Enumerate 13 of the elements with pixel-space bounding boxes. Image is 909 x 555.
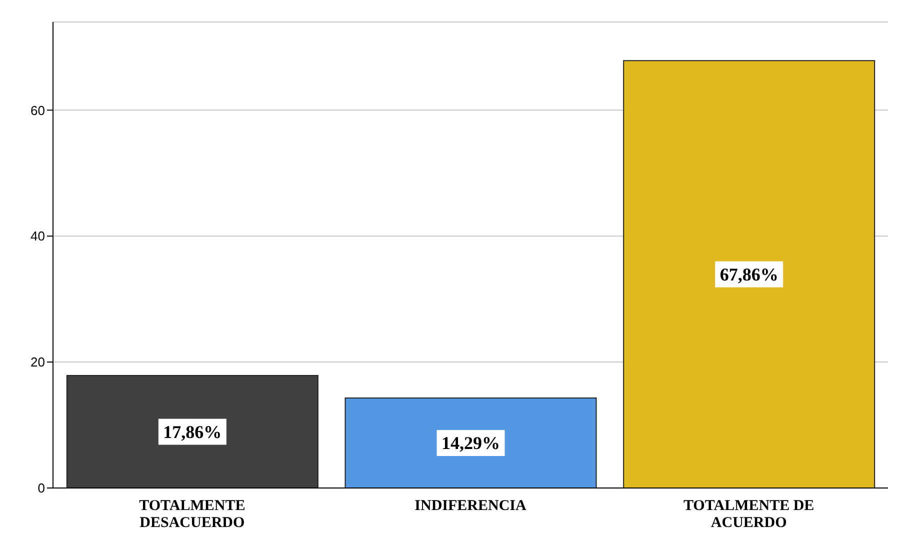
x-tick-label: TOTALMENTE DESACUERDO	[139, 498, 246, 531]
x-tick-label: TOTALMENTE DE ACUERDO	[683, 498, 814, 531]
y-tick-label: 0	[38, 480, 45, 496]
y-tick-label: 40	[30, 228, 45, 244]
bar	[66, 375, 318, 488]
x-tick-label: INDIFERENCIA	[414, 498, 527, 514]
data-label: 67,86%	[720, 264, 778, 284]
data-label: 14,29%	[442, 433, 500, 454]
bar	[344, 398, 597, 488]
y-tick-label: 20	[30, 354, 45, 370]
y-tick-label: 60	[30, 102, 45, 118]
data-label: 17,86%	[163, 422, 222, 442]
bar	[623, 60, 876, 488]
